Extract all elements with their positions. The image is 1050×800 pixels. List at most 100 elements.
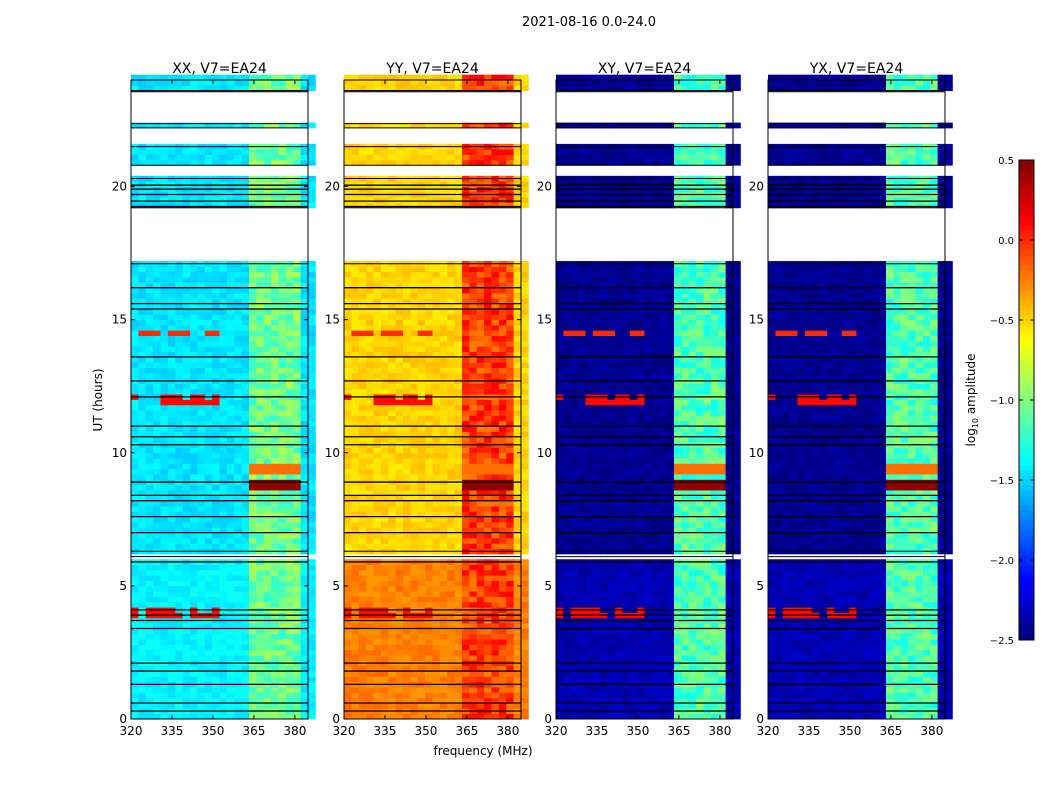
heatmap-cell <box>462 282 470 289</box>
heatmap-cell <box>425 564 433 571</box>
heatmap-cell <box>167 293 176 299</box>
heatmap-cell <box>521 308 529 315</box>
heatmap-cell <box>293 293 302 299</box>
heatmap-cell <box>432 308 441 315</box>
heatmap-cell <box>190 122 198 129</box>
heatmap-cell <box>167 644 176 651</box>
heatmap-cell <box>380 356 389 363</box>
heatmap-cell <box>300 511 309 518</box>
heatmap-cell <box>521 697 529 704</box>
heatmap-cell <box>380 362 389 368</box>
heatmap-cell <box>425 340 433 347</box>
heatmap-cell <box>182 537 191 544</box>
heatmap-cell <box>344 436 352 443</box>
heatmap-cell <box>462 463 470 470</box>
heatmap-cell <box>212 154 220 161</box>
heatmap-cell <box>182 122 191 129</box>
heatmap-cell <box>358 639 367 645</box>
heatmap-cell <box>366 644 374 651</box>
heatmap-cell <box>351 431 360 438</box>
heatmap-cell <box>226 383 235 390</box>
heatmap-cell <box>498 308 507 315</box>
heatmap-cell <box>285 516 294 523</box>
heatmap-cell <box>417 484 426 491</box>
heatmap-cell <box>190 383 198 390</box>
heatmap-cell <box>263 665 272 672</box>
heatmap-cell <box>256 399 265 406</box>
heatmap-cell <box>226 303 235 310</box>
heatmap-cell <box>439 149 448 155</box>
heatmap-cell <box>498 521 507 528</box>
heatmap-cell <box>219 431 228 438</box>
heatmap-cell <box>241 532 250 539</box>
heatmap-cell <box>190 335 198 342</box>
heatmap-cell <box>256 596 265 603</box>
heatmap-cell <box>506 628 515 635</box>
heatmap-cell <box>153 527 161 534</box>
heatmap-cell <box>388 601 397 608</box>
heatmap-cell <box>417 287 426 294</box>
heatmap-cell <box>373 80 382 86</box>
heatmap-cell <box>293 330 302 337</box>
heatmap-cell <box>175 319 184 326</box>
heatmap-cell <box>293 687 302 693</box>
heatmap-cell <box>256 506 265 512</box>
heatmap-cell <box>167 202 176 209</box>
heatmap-cell <box>138 388 147 395</box>
heatmap-cell <box>300 372 309 379</box>
heatmap-cell <box>476 516 485 523</box>
heatmap-cell <box>131 532 139 539</box>
heatmap-cell <box>498 330 507 337</box>
heatmap-cell <box>506 585 515 592</box>
heatmap-cell <box>308 335 316 342</box>
heatmap-cell <box>219 639 228 645</box>
heatmap-cell <box>344 271 352 278</box>
heatmap-cell <box>256 452 265 459</box>
heatmap-cell <box>506 346 515 352</box>
heatmap-cell <box>395 122 404 129</box>
heatmap-cell <box>395 713 404 720</box>
heatmap-cell <box>358 474 367 480</box>
heatmap-cell <box>358 511 367 518</box>
heatmap-cell <box>513 303 522 310</box>
heatmap-cell <box>256 293 265 299</box>
heatmap-cell <box>278 697 287 704</box>
heatmap-cell <box>153 564 161 571</box>
heatmap-cell <box>358 197 367 203</box>
heatmap-cell <box>219 420 228 427</box>
heatmap-cell <box>373 671 382 677</box>
heatmap-cell <box>160 569 169 576</box>
heatmap-cell <box>175 410 184 416</box>
heatmap-cell <box>425 447 433 454</box>
heatmap-cell <box>249 426 257 432</box>
heatmap-cell <box>469 314 478 321</box>
heatmap-cell <box>160 287 169 294</box>
heatmap-cell <box>190 644 198 651</box>
heatmap-cell <box>469 665 478 672</box>
heatmap-cell <box>513 633 522 640</box>
heatmap-cell <box>256 649 265 656</box>
heatmap-cell <box>380 506 389 512</box>
heatmap-cell <box>182 633 191 640</box>
heatmap-cell <box>439 154 448 161</box>
heatmap-cell <box>182 490 191 496</box>
heatmap-cell <box>204 85 213 92</box>
heatmap-cell <box>395 575 404 581</box>
heatmap-cell <box>506 543 515 549</box>
heatmap-cell <box>138 484 147 491</box>
heatmap-cell <box>308 287 316 294</box>
heatmap-cell <box>263 426 272 432</box>
heatmap-cell <box>138 431 147 438</box>
heatmap-cell <box>439 298 448 305</box>
heatmap-cell <box>241 340 250 347</box>
heatmap-cell <box>226 628 235 635</box>
heatmap-cell <box>212 197 220 203</box>
heatmap-cell <box>447 372 456 379</box>
heatmap-cell <box>212 426 220 432</box>
heatmap-cell <box>212 436 220 443</box>
heatmap-cell <box>521 388 529 395</box>
heatmap-cell <box>403 495 411 502</box>
heatmap-cell <box>410 340 419 347</box>
heatmap-cell <box>226 532 235 539</box>
